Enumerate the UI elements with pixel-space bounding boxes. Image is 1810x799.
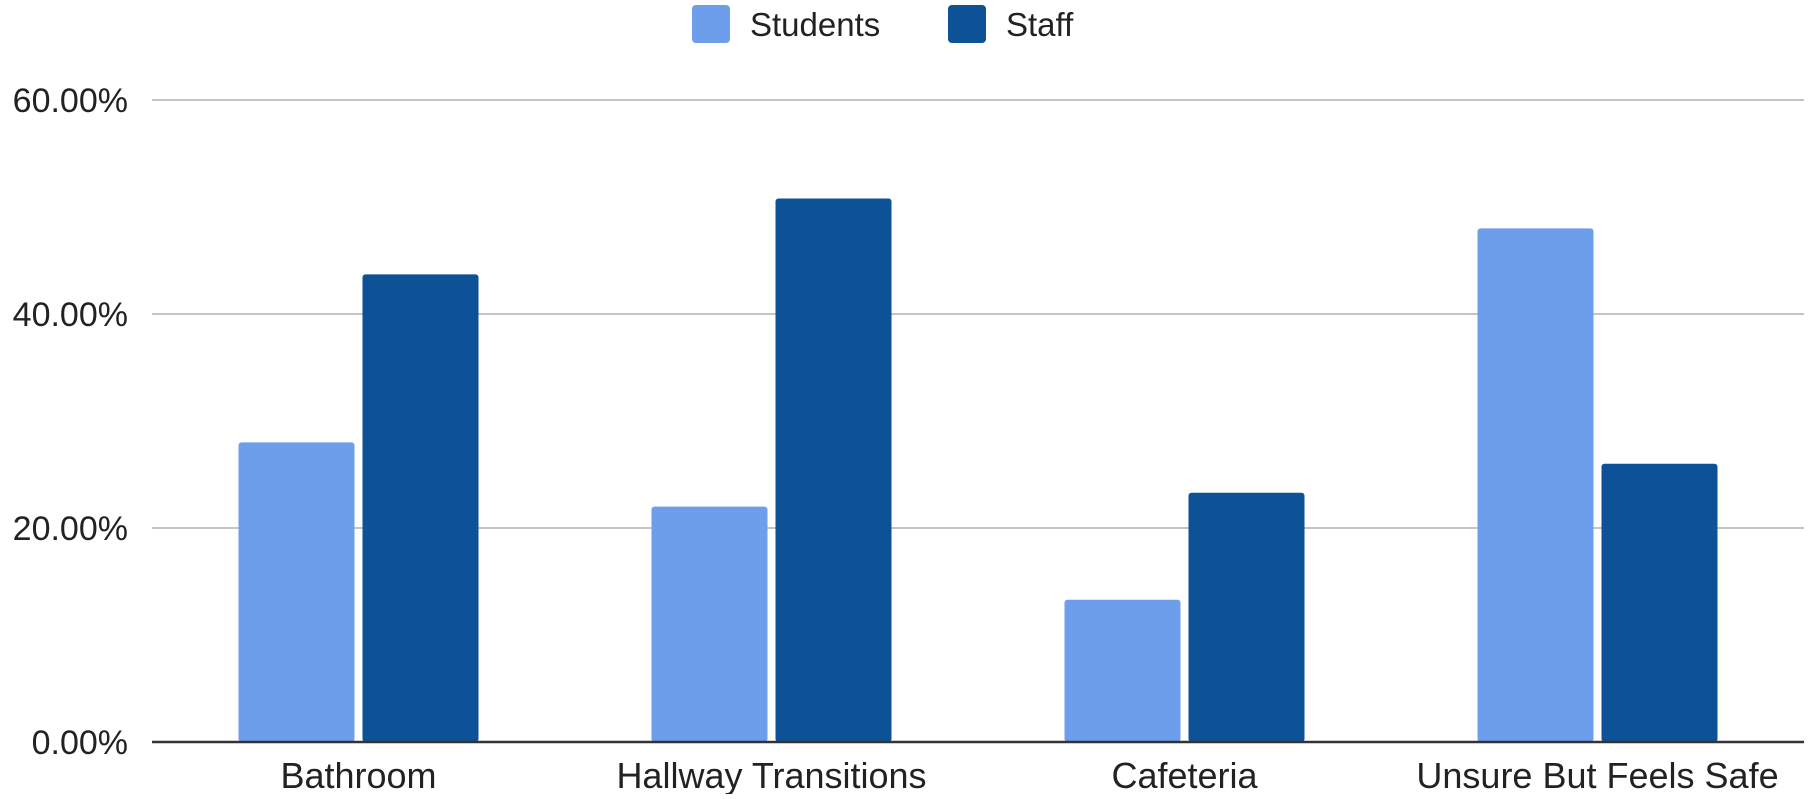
x-axis-labels: Bathroom Hallway Transitions Cafeteria Unsu… (280, 755, 1778, 796)
legend-swatch-students (692, 5, 730, 43)
y-tick-label: 40.00% (13, 296, 128, 334)
legend: Students Staff (692, 5, 1074, 43)
y-tick-label: 20.00% (13, 510, 128, 548)
bar-students-bathroom (238, 442, 355, 742)
bars (238, 198, 1718, 742)
bar-students-hallway-transitions (651, 506, 768, 742)
x-category-label: Bathroom (280, 755, 436, 794)
bar-staff-bathroom (362, 274, 479, 742)
x-category-label: Cafeteria (1111, 755, 1258, 794)
bar-students-unsure-but-feels-safe (1477, 228, 1594, 742)
y-tick-label: 0.00% (32, 724, 128, 762)
bar-staff-cafeteria (1188, 492, 1305, 742)
bar-students-cafeteria (1064, 599, 1181, 742)
y-tick-label: 60.00% (13, 82, 128, 120)
y-axis-ticks: 0.00% 20.00% 40.00% 60.00% (13, 82, 128, 762)
legend-swatch-staff (948, 5, 986, 43)
bar-staff-unsure-but-feels-safe (1601, 463, 1718, 742)
x-category-label: Unsure But Feels Safe (1416, 755, 1778, 794)
bar-staff-hallway-transitions (775, 198, 892, 742)
legend-label-students: Students (750, 6, 880, 43)
legend-label-staff: Staff (1006, 6, 1074, 43)
x-category-label: Hallway Transitions (616, 755, 926, 794)
